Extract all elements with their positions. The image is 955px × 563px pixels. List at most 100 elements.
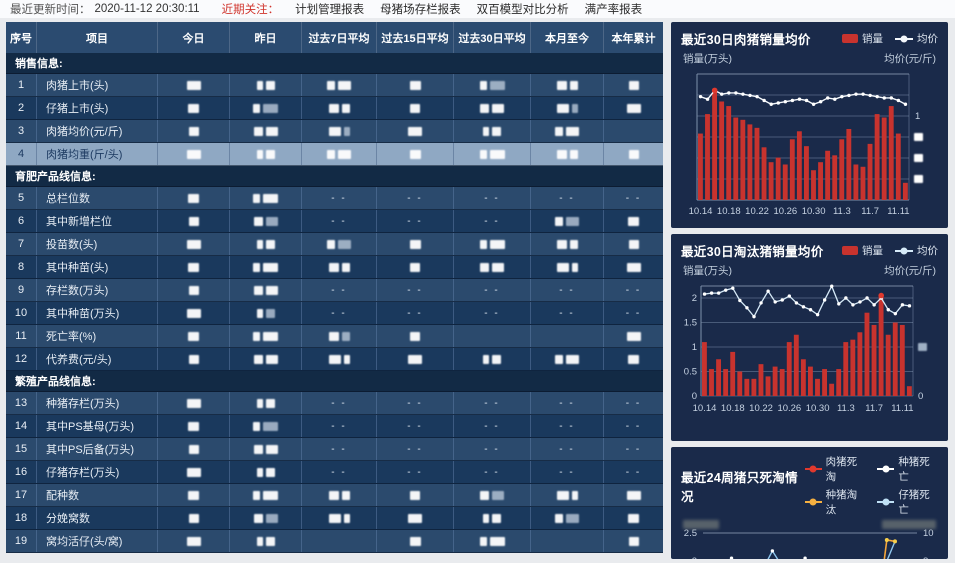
chart3-svg: 2.510281.56 bbox=[684, 529, 934, 559]
redacted-block bbox=[188, 103, 199, 113]
table-cell bbox=[230, 484, 302, 506]
redacted-block bbox=[338, 239, 351, 249]
redacted-value bbox=[327, 239, 351, 249]
table-row[interactable]: 11 死亡率(%) bbox=[6, 325, 663, 348]
table-row[interactable]: 6 其中新增栏位 - - - - - - bbox=[6, 210, 663, 233]
legend-item-销量[interactable]: 销量 bbox=[842, 31, 883, 46]
redacted-block bbox=[483, 126, 489, 136]
redacted-value bbox=[555, 513, 579, 523]
redacted-block bbox=[556, 262, 569, 272]
redacted-value bbox=[256, 398, 275, 408]
table-cell bbox=[377, 507, 454, 529]
table-row[interactable]: 13 种猪存栏(万头) - - - - - - - - - - bbox=[6, 392, 663, 415]
legend-item-均价[interactable]: 均价 bbox=[895, 31, 938, 46]
table-row[interactable]: 19 窝均活仔(头/窝) bbox=[6, 530, 663, 553]
redacted-block bbox=[188, 421, 199, 431]
redacted-block bbox=[253, 444, 263, 454]
legend-item-销量[interactable]: 销量 bbox=[842, 243, 883, 258]
redacted-block bbox=[263, 103, 278, 113]
table-row[interactable]: 7 投苗数(头) bbox=[6, 233, 663, 256]
svg-text:10.26: 10.26 bbox=[773, 206, 797, 217]
table-cell bbox=[302, 507, 377, 529]
legend-item-肉猪死淘[interactable]: 肉猪死淘 bbox=[804, 454, 866, 484]
main-content: 序号 项目 今日 昨日 过去7日平均 过去15日平均 过去30日平均 本月至今 本年累计 销售信… bbox=[0, 18, 955, 559]
no-data-dash: - - bbox=[484, 466, 500, 478]
row-label: 存栏数(万头) bbox=[37, 279, 158, 301]
redacted-block bbox=[188, 490, 199, 500]
table-row[interactable]: 4 肉猪均重(斤/头) bbox=[6, 143, 663, 166]
row-label: 种猪存栏(万头) bbox=[37, 392, 158, 414]
redacted-value bbox=[256, 536, 275, 546]
redacted-value bbox=[328, 331, 350, 341]
legend-item-仔猪死亡[interactable]: 仔猪死亡 bbox=[877, 487, 938, 517]
legend-item-种猪死亡[interactable]: 种猪死亡 bbox=[877, 454, 938, 484]
redacted-block bbox=[186, 308, 201, 318]
redacted-value bbox=[253, 262, 278, 272]
table-cell: - - bbox=[604, 392, 663, 414]
no-data-dash: - - bbox=[331, 192, 347, 204]
topbar-link-3[interactable]: 双百模型对比分析 bbox=[476, 4, 569, 16]
table-cell: - - bbox=[604, 415, 663, 437]
no-data-dash: - - bbox=[331, 443, 347, 455]
redacted-value bbox=[188, 216, 199, 226]
table-cell bbox=[302, 74, 377, 96]
redacted-block bbox=[343, 513, 350, 523]
redacted-block bbox=[409, 239, 421, 249]
table-row[interactable]: 14 其中PS基母(万头) - - - - - - - - - - bbox=[6, 415, 663, 438]
table-cell bbox=[158, 461, 230, 483]
report-table: 序号 项目 今日 昨日 过去7日平均 过去15日平均 过去30日平均 本月至今 本年累计 销售信… bbox=[6, 22, 663, 559]
no-data-dash: - - bbox=[407, 420, 423, 432]
table-row[interactable]: 16 仔猪存栏(万头) - - - - - - - - - - bbox=[6, 461, 663, 484]
redacted-block bbox=[408, 126, 422, 136]
no-data-dash: - - bbox=[559, 420, 575, 432]
redacted-value bbox=[188, 490, 199, 500]
table-cell bbox=[158, 392, 230, 414]
legend-dot bbox=[882, 465, 890, 473]
redacted-value bbox=[480, 262, 504, 272]
redacted-value bbox=[408, 513, 422, 523]
no-data-dash: - - bbox=[625, 192, 642, 204]
table-cell bbox=[377, 348, 454, 370]
topbar-link-1[interactable]: 计划管理报表 bbox=[295, 4, 365, 16]
redacted-block bbox=[328, 354, 341, 364]
table-row[interactable]: 12 代养费(元/头) bbox=[6, 348, 663, 371]
update-time-value: 2020-11-12 20:30:11 bbox=[94, 3, 200, 15]
row-number: 9 bbox=[6, 279, 37, 301]
table-row[interactable]: 9 存栏数(万头) - - - - - - - - - - bbox=[6, 279, 663, 302]
table-row[interactable]: 10 其中种苗(万头) - - - - - - - - - - bbox=[6, 302, 663, 325]
table-cell bbox=[158, 279, 230, 301]
redacted-block bbox=[253, 354, 263, 364]
table-cell: - - bbox=[531, 415, 604, 437]
table-cell bbox=[454, 348, 531, 370]
table-row[interactable]: 18 分娩窝数 bbox=[6, 507, 663, 530]
topbar-link-2[interactable]: 母猪场存栏报表 bbox=[380, 4, 461, 16]
table-cell bbox=[604, 348, 663, 370]
table-row[interactable]: 17 配种数 bbox=[6, 484, 663, 507]
legend-item-均价[interactable]: 均价 bbox=[895, 243, 938, 258]
table-cell bbox=[531, 233, 604, 255]
svg-text:10.18: 10.18 bbox=[717, 206, 741, 217]
table-cell: - - bbox=[604, 438, 663, 460]
table-cell bbox=[454, 507, 531, 529]
table-row[interactable]: 3 肉猪均价(元/斤) bbox=[6, 120, 663, 143]
redacted-value bbox=[410, 331, 420, 341]
legend-item-种猪淘汰[interactable]: 种猪淘汰 bbox=[804, 487, 866, 517]
table-row[interactable]: 15 其中PS后备(万头) - - - - - - - - - - bbox=[6, 438, 663, 461]
no-data-dash: - - bbox=[559, 284, 575, 296]
redacted-block bbox=[253, 193, 260, 203]
legend-label: 销量 bbox=[862, 33, 883, 45]
topbar-link-4[interactable]: 满产率报表 bbox=[584, 4, 643, 16]
table-row[interactable]: 5 总栏位数 - - - - - - - - - - bbox=[6, 187, 663, 210]
legend-label: 均价 bbox=[917, 33, 938, 45]
redacted-block bbox=[410, 490, 420, 500]
redacted-block bbox=[555, 216, 563, 226]
topbar-links: 计划管理报表 母猪场存栏报表 双百模型对比分析 满产率报表 bbox=[279, 1, 642, 17]
redacted-block bbox=[408, 354, 422, 364]
table-row[interactable]: 8 其中种苗(头) bbox=[6, 256, 663, 279]
redacted-block bbox=[489, 239, 505, 249]
redacted-value bbox=[328, 354, 350, 364]
table-row[interactable]: 2 仔猪上市(头) bbox=[6, 97, 663, 120]
redacted-block bbox=[492, 262, 504, 272]
redacted-value bbox=[408, 126, 422, 136]
table-row[interactable]: 1 肉猪上市(头) bbox=[6, 74, 663, 97]
